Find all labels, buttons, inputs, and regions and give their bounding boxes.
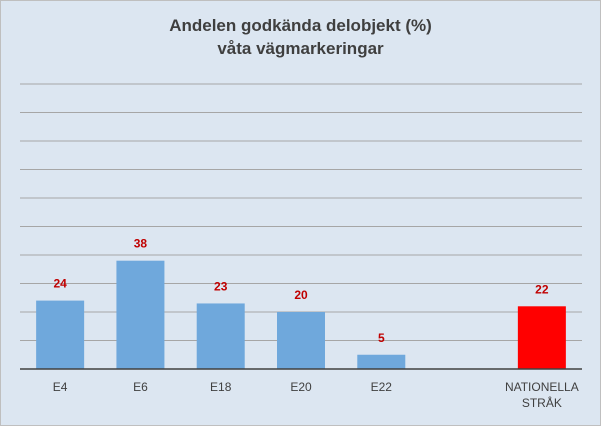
data-label: 20: [294, 288, 308, 302]
data-label: 24: [53, 277, 67, 291]
x-tick-label: E18: [210, 380, 232, 394]
bar: [36, 300, 85, 369]
bar: [277, 312, 325, 369]
bar: [517, 306, 566, 369]
data-label: 22: [535, 282, 549, 296]
data-label: 5: [378, 331, 385, 345]
data-label: 23: [214, 279, 228, 293]
x-tick-label: E6: [133, 380, 148, 394]
data-label: 38: [134, 237, 148, 251]
chart-title-line-2: våta vägmarkeringar: [217, 39, 384, 58]
chart-title-line-1: Andelen godkända delobjekt (%): [169, 16, 432, 35]
bar: [116, 260, 165, 369]
x-tick-label: E20: [290, 380, 312, 394]
bar: [196, 303, 245, 369]
x-tick-label: E22: [371, 380, 393, 394]
bar: [357, 354, 406, 369]
x-tick-label: STRÅK: [522, 395, 562, 410]
chart-title: Andelen godkända delobjekt (%) våta vägm…: [0, 14, 601, 60]
x-tick-label: NATIONELLA: [505, 380, 579, 394]
x-tick-label: E4: [53, 380, 68, 394]
